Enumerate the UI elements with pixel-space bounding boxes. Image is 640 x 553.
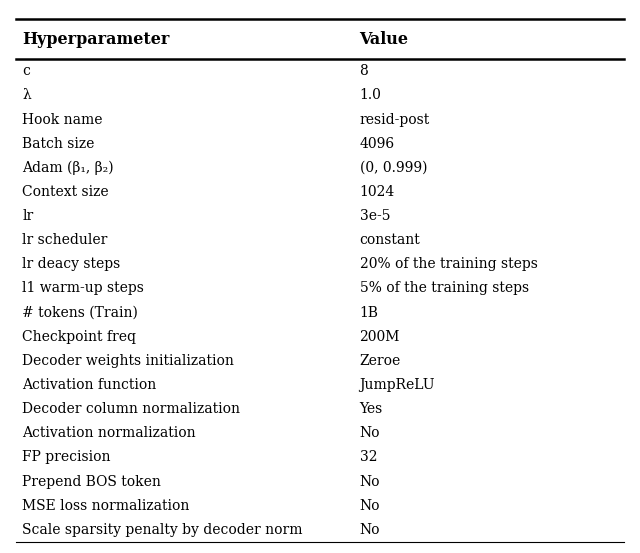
Text: c: c xyxy=(22,64,30,78)
Text: 8: 8 xyxy=(360,64,368,78)
Text: JumpReLU: JumpReLU xyxy=(360,378,435,392)
Text: Decoder weights initialization: Decoder weights initialization xyxy=(22,354,234,368)
Text: 4096: 4096 xyxy=(360,137,395,150)
Text: # tokens (Train): # tokens (Train) xyxy=(22,306,138,320)
Text: Activation function: Activation function xyxy=(22,378,157,392)
Text: Batch size: Batch size xyxy=(22,137,95,150)
Text: resid-post: resid-post xyxy=(360,112,430,127)
Text: Activation normalization: Activation normalization xyxy=(22,426,196,440)
Text: 1024: 1024 xyxy=(360,185,395,199)
Text: 200M: 200M xyxy=(360,330,400,344)
Text: Hyperparameter: Hyperparameter xyxy=(22,31,170,48)
Text: lr deacy steps: lr deacy steps xyxy=(22,257,121,272)
Text: No: No xyxy=(360,426,380,440)
Text: (0, 0.999): (0, 0.999) xyxy=(360,161,427,175)
Text: Decoder column normalization: Decoder column normalization xyxy=(22,402,241,416)
Text: MSE loss normalization: MSE loss normalization xyxy=(22,499,190,513)
Text: No: No xyxy=(360,474,380,489)
Text: No: No xyxy=(360,499,380,513)
Text: Value: Value xyxy=(360,31,408,48)
Text: Checkpoint freq: Checkpoint freq xyxy=(22,330,136,344)
Text: 1.0: 1.0 xyxy=(360,88,381,102)
Text: Adam (β₁, β₂): Adam (β₁, β₂) xyxy=(22,160,114,175)
Text: 5% of the training steps: 5% of the training steps xyxy=(360,281,529,295)
Text: λ: λ xyxy=(22,88,31,102)
Text: lr scheduler: lr scheduler xyxy=(22,233,108,247)
Text: FP precision: FP precision xyxy=(22,451,111,465)
Text: Hook name: Hook name xyxy=(22,112,103,127)
Text: Prepend BOS token: Prepend BOS token xyxy=(22,474,161,489)
Text: 1B: 1B xyxy=(360,306,378,320)
Text: Zeroe: Zeroe xyxy=(360,354,401,368)
Text: Context size: Context size xyxy=(22,185,109,199)
Text: 3e-5: 3e-5 xyxy=(360,209,390,223)
Text: Scale sparsity penalty by decoder norm: Scale sparsity penalty by decoder norm xyxy=(22,523,303,537)
Text: l1 warm-up steps: l1 warm-up steps xyxy=(22,281,144,295)
Text: constant: constant xyxy=(360,233,420,247)
Text: lr: lr xyxy=(22,209,34,223)
Text: No: No xyxy=(360,523,380,537)
Text: 20% of the training steps: 20% of the training steps xyxy=(360,257,538,272)
Text: 32: 32 xyxy=(360,451,377,465)
Text: Yes: Yes xyxy=(360,402,383,416)
